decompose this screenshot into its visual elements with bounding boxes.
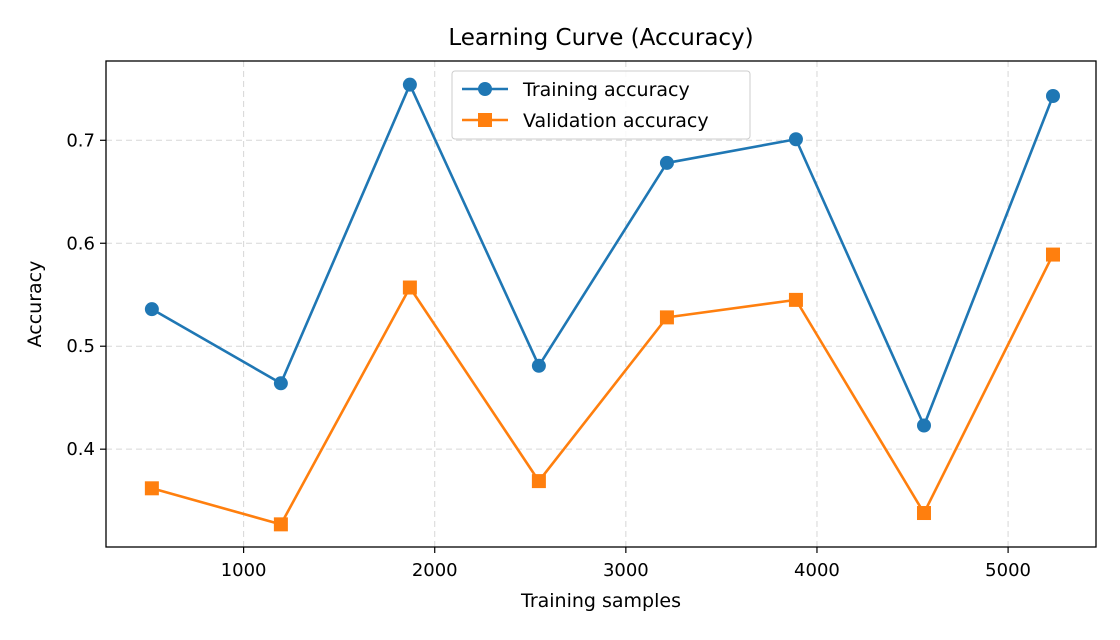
legend-validation-accuracy-marker xyxy=(478,113,492,127)
legend-box xyxy=(451,70,751,140)
legend-training-accuracy-label: Training accuracy xyxy=(522,79,690,101)
training-accuracy-point xyxy=(273,376,288,391)
validation-accuracy-line xyxy=(151,253,1055,526)
plot-frame xyxy=(105,60,1097,548)
validation-accuracy-point xyxy=(916,506,931,521)
training-accuracy-point xyxy=(916,418,931,433)
legend-training-accuracy-marker xyxy=(478,82,492,96)
x-tick-label: 3000 xyxy=(603,560,649,581)
x-tick-label: 1000 xyxy=(221,560,267,581)
grid-lines xyxy=(106,61,1096,547)
y-axis-label: Accuracy xyxy=(24,261,46,348)
chart-title: Learning Curve (Accuracy) xyxy=(448,25,753,51)
training-accuracy-point xyxy=(531,358,546,373)
y-tick-label: 0.6 xyxy=(66,233,95,254)
legend: Training accuracy Validation accuracy xyxy=(451,70,751,140)
validation-accuracy-point xyxy=(273,517,288,532)
legend-validation-accuracy-label: Validation accuracy xyxy=(523,110,709,132)
series-layer xyxy=(144,77,1060,532)
training-accuracy-point xyxy=(788,132,803,147)
validation-accuracy-point xyxy=(788,292,803,307)
y-tick-label: 0.4 xyxy=(66,439,95,460)
y-tick-label: 0.5 xyxy=(66,336,95,357)
training-accuracy-point xyxy=(402,77,417,92)
validation-accuracy-point xyxy=(531,474,546,489)
validation-accuracy-point xyxy=(144,481,159,496)
training-accuracy-point xyxy=(1045,89,1060,104)
training-accuracy-line xyxy=(151,83,1055,427)
training-accuracy-point xyxy=(144,302,159,317)
axis-ticks: 1000 2000 3000 4000 5000 0.4 0.5 0.6 0.7 xyxy=(66,130,1031,581)
validation-accuracy-point xyxy=(659,310,674,325)
validation-accuracy-point xyxy=(1045,247,1060,262)
x-axis-label: Training samples xyxy=(520,590,681,612)
y-tick-label: 0.7 xyxy=(66,130,95,151)
x-tick-label: 4000 xyxy=(794,560,840,581)
x-tick-label: 5000 xyxy=(985,560,1031,581)
x-tick-label: 2000 xyxy=(412,560,458,581)
validation-accuracy-point xyxy=(402,280,417,295)
training-accuracy-point xyxy=(659,155,674,170)
